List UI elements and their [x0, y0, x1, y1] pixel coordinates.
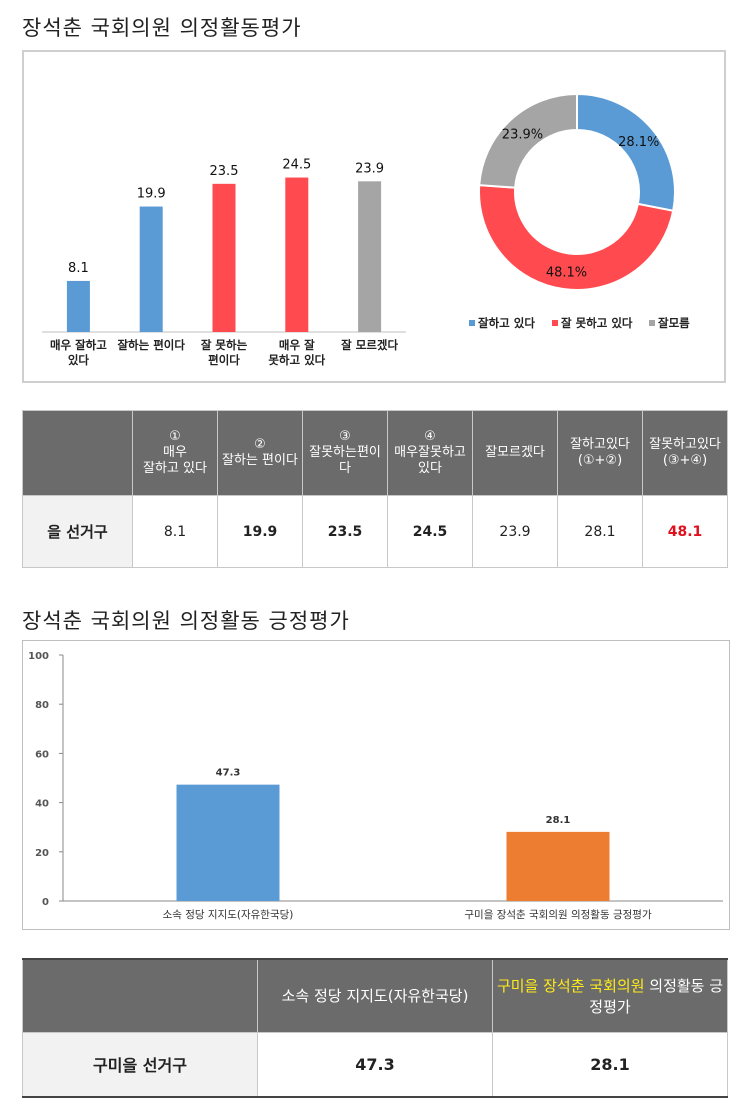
legend-swatch — [649, 320, 655, 326]
y-tick-label: 80 — [35, 700, 49, 711]
header-cell: 잘하고있다 (①+②) — [557, 410, 643, 496]
bar-category-label: 소속 정당 지지도(자유한국당) — [163, 909, 294, 921]
bar-data-label: 23.9 — [355, 161, 384, 176]
bar — [506, 831, 610, 901]
row-label: 을 선거구 — [22, 495, 133, 568]
header-cell: 구미을 장석춘 국회의원 의정활동 긍정평가 — [492, 958, 728, 1033]
positive-table: 소속 정당 지지도(자유한국당) 구미을 장석춘 국회의원 의정활동 긍정평가 … — [22, 958, 728, 1098]
donut-data-label: 28.1% — [618, 135, 659, 150]
donut-slice — [478, 92, 578, 189]
y-tick-label: 60 — [35, 749, 49, 760]
table-cell: 23.9 — [472, 495, 558, 568]
table-cell: 24.5 — [387, 495, 473, 568]
bar — [139, 206, 163, 332]
bar-category-label: 매우 잘하고 — [50, 338, 107, 352]
header-cell: 잘모르겠다 — [472, 410, 558, 496]
section-title-evaluation: 장석춘 국회의원 의정활동평가 — [22, 16, 302, 40]
table-cell: 19.9 — [217, 495, 303, 568]
table-row: 을 선거구 8.1 19.9 23.5 24.5 23.9 28.1 48.1 — [22, 495, 728, 568]
positive-chart-svg: 0 20 40 60 80 100 47.3 소속 정당 지지도(자유한국당) 28.1 구미을 … — [28, 651, 723, 921]
section-title-positive: 장석춘 국회의원 의정활동 긍정평가 — [22, 609, 350, 633]
evaluation-table: ① 매우 잘하고 있다 ② 잘하는 편이다 ③ 잘못하는편이다 ④ 매우잘못하고 있다 … — [22, 410, 728, 568]
bar — [66, 280, 90, 332]
header-cell: ④ 매우잘못하고 있다 — [387, 410, 473, 496]
legend-label: 잘하고 있다 — [478, 316, 535, 330]
y-tick-label: 40 — [35, 799, 49, 810]
bar-category-label: 있다 — [68, 353, 90, 367]
bar-category-label: 구미을 장석춘 국회의원 의정활동 긍정평가 — [464, 908, 652, 921]
table-cell: 28.1 — [557, 495, 643, 568]
legend-label: 잘모름 — [658, 316, 690, 330]
positive-chart-panel: 0 20 40 60 80 100 47.3 소속 정당 지지도(자유한국당) 28.1 구미을 … — [22, 640, 730, 930]
bar-data-label: 28.1 — [546, 815, 571, 826]
legend-swatch — [552, 320, 558, 326]
evaluation-table-header-row: ① 매우 잘하고 있다 ② 잘하는 편이다 ③ 잘못하는편이다 ④ 매우잘못하고 있다 … — [22, 410, 728, 496]
bar — [285, 177, 309, 332]
table-corner-cell — [22, 958, 258, 1033]
evaluation-charts-svg: 8.1 매우 잘하고있다 19.9 잘하는 편이다 23.5 잘 못하는편이다 24.5 매우… — [42, 92, 690, 367]
bar-category-label: 잘하는 편이다 — [117, 338, 185, 352]
bar — [212, 183, 236, 332]
table-cell: 23.5 — [302, 495, 388, 568]
bar — [358, 181, 382, 332]
header-cell: 소속 정당 지지도(자유한국당) — [257, 958, 493, 1033]
donut-data-label: 48.1% — [546, 265, 587, 280]
bar-data-label: 24.5 — [282, 158, 311, 173]
legend-swatch — [469, 320, 475, 326]
donut-slice — [576, 92, 676, 212]
donut-slice — [478, 184, 675, 291]
bar-category-label: 편이다 — [208, 353, 240, 367]
table-cell-highlight: 48.1 — [642, 495, 728, 568]
bar-data-label: 8.1 — [68, 261, 89, 276]
y-tick-label: 0 — [42, 897, 49, 908]
legend-label: 잘 못하고 있다 — [561, 316, 633, 330]
header-cell: ② 잘하는 편이다 — [217, 410, 303, 496]
header-cell: ③ 잘못하는편이다 — [302, 410, 388, 496]
bar-data-label: 23.5 — [210, 164, 239, 179]
table-row: 구미을 선거구 47.3 28.1 — [22, 1031, 728, 1098]
bar-category-label: 매우 잘 — [279, 338, 315, 352]
donut-data-label: 23.9% — [502, 127, 543, 142]
bar-category-label: 잘 못하는 — [201, 338, 248, 352]
bar-category-label: 못하고 있다 — [268, 353, 325, 367]
header-highlight: 구미을 장석춘 국회의원 — [496, 976, 645, 995]
table-corner-cell — [22, 410, 133, 496]
table-cell: 8.1 — [132, 495, 218, 568]
table-cell: 47.3 — [257, 1031, 493, 1098]
bar-category-label: 잘 모르겠다 — [341, 338, 398, 352]
bar — [176, 784, 280, 901]
row-label: 구미을 선거구 — [22, 1031, 258, 1098]
evaluation-chart-panel: 8.1 매우 잘하고 있다 19.9 잘하는 편이다 23.5 잘 못하는 편이다 24.5 매우… — [22, 50, 726, 383]
bar-data-label: 47.3 — [216, 768, 241, 779]
y-tick-label: 20 — [35, 848, 49, 859]
header-cell: 잘못하고있다 (③+④) — [642, 410, 728, 496]
bar-data-label: 19.9 — [137, 187, 166, 202]
positive-table-header-row: 소속 정당 지지도(자유한국당) 구미을 장석춘 국회의원 의정활동 긍정평가 — [22, 958, 728, 1033]
header-cell: ① 매우 잘하고 있다 — [132, 410, 218, 496]
table-cell: 28.1 — [492, 1031, 728, 1098]
y-tick-label: 100 — [28, 651, 49, 662]
